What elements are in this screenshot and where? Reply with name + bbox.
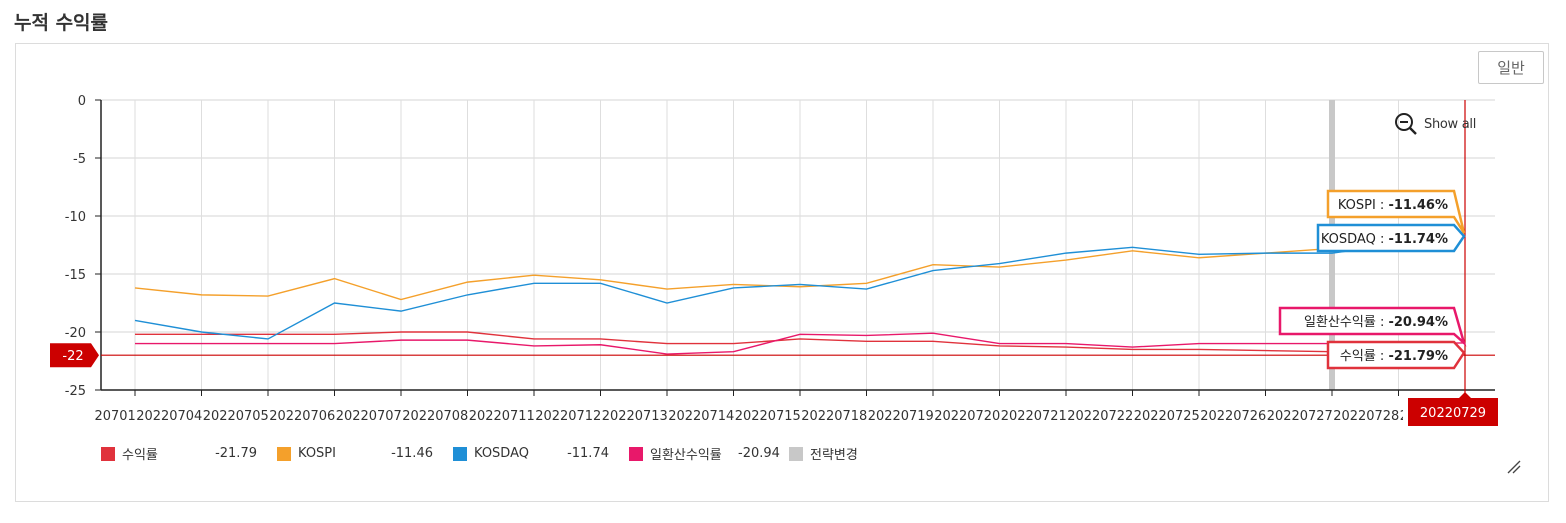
page-title: 누적 수익률 <box>14 12 109 34</box>
x-tick-label: 20220718 <box>801 409 867 424</box>
tooltip-label: 수익률 : <box>1340 349 1389 364</box>
legend-item[interactable]: KOSDAQ -11.74 <box>453 446 609 461</box>
x-tick-label: 20220708 <box>402 409 468 424</box>
cursor-x-label-box <box>1408 392 1498 426</box>
legend-item[interactable]: 일환산수익률 -20.94 <box>629 444 780 463</box>
tooltip-kosdaq: KOSDAQ : -11.74% <box>1316 223 1466 253</box>
x-tick-label: 20220715 <box>735 409 801 424</box>
y-tick-label: -20 <box>65 326 86 341</box>
x-tick-label: 20220727 <box>1267 409 1333 424</box>
legend-swatch <box>453 446 467 461</box>
x-tick-label: 20220707 <box>336 409 402 424</box>
legend-item[interactable]: 수익률 -21.79 <box>101 444 257 463</box>
x-tick-label: 20220712 <box>535 409 601 424</box>
x-tick-label: 20220719 <box>868 409 934 424</box>
tooltip-box <box>1316 223 1466 253</box>
tooltip-value: -11.46% <box>1388 198 1448 213</box>
chart-panel <box>15 43 1549 502</box>
legend-item[interactable]: 전략변경 <box>789 444 890 463</box>
axes <box>95 99 1495 396</box>
legend-name: 전략변경 <box>810 448 858 463</box>
x-tick-label: 20220713 <box>602 409 668 424</box>
cursor-x-label: 20220729 <box>1420 406 1486 421</box>
legend-value: -11.74 <box>567 446 609 461</box>
x-tick-label: 20220726 <box>1200 409 1266 424</box>
y-tick-label: 0 <box>78 94 86 109</box>
y-tick-label: -15 <box>65 268 86 283</box>
tooltip-label: KOSDAQ : <box>1321 232 1389 247</box>
legend-item[interactable]: KOSPI -11.46 <box>277 446 433 461</box>
x-tick-label: 20220706 <box>269 409 335 424</box>
legend-swatch <box>277 446 291 461</box>
legend-value: -20.94 <box>738 446 780 461</box>
tooltip-box <box>1326 340 1466 370</box>
series-line-kosdaq <box>134 235 1466 340</box>
y-tick-label: -25 <box>65 384 86 399</box>
legend-name: KOSPI <box>298 446 336 461</box>
resize-handle-icon[interactable] <box>1506 459 1522 475</box>
cursor-y-label: -22 <box>62 349 83 364</box>
x-tick-label: 20220704 <box>136 409 202 424</box>
tooltips: KOSPI : -11.46% KOSDAQ : -11.74% 일환산수익률 : … <box>1278 189 1467 370</box>
x-tick-label: 20220722 <box>1067 409 1133 424</box>
tooltip-return: 수익률 : -21.79% <box>1326 340 1466 370</box>
legend: 수익률 -21.79 KOSPI -11.46 KOSDAQ -11.74 일환산수익률 -2… <box>101 444 910 463</box>
legend-swatch <box>101 446 115 461</box>
x-tick-label: 20220711 <box>469 409 535 424</box>
legend-name: KOSDAQ <box>474 446 529 461</box>
series-line-return <box>135 331 1466 354</box>
x-tick-labels: 20220701 20220704 20220705 20220706 20220707… <box>70 409 1466 424</box>
show-all-button[interactable]: Show all <box>1394 112 1476 136</box>
series-line-kospi <box>134 232 1466 301</box>
tooltip-text: 일환산수익률 : -20.94% <box>1304 315 1448 330</box>
zoom-out-icon <box>1395 113 1417 135</box>
x-tick-label: 20220729 <box>1400 409 1466 424</box>
x-tick-label: 20220720 <box>934 409 1000 424</box>
tooltip-text: 수익률 : -21.79% <box>1340 349 1448 364</box>
legend-swatch <box>629 446 643 461</box>
show-all-label: Show all <box>1424 116 1476 132</box>
tooltip-kospi: KOSPI : -11.46% <box>1326 189 1466 234</box>
legend-value: -21.79 <box>215 446 257 461</box>
tooltip-fx_return: 일환산수익률 : -20.94% <box>1278 306 1467 347</box>
tooltip-box <box>1326 189 1466 234</box>
legend-name: 수익률 <box>122 448 158 463</box>
x-tick-label: 20220725 <box>1134 409 1200 424</box>
y-tick-label: -10 <box>65 210 86 225</box>
legend-name: 일환산수익률 <box>650 448 722 463</box>
x-tick-label: 20220714 <box>668 409 734 424</box>
x-tick-label: 20220701 <box>70 409 136 424</box>
mode-button[interactable]: 일반 <box>1478 51 1544 84</box>
grid-lines <box>101 99 1495 391</box>
tooltip-box <box>1278 306 1467 347</box>
cursor-y-label-box <box>50 343 99 368</box>
tooltip-value: -11.74% <box>1388 232 1448 247</box>
y-tick-labels: 0 -5 -10 -15 -20 -25 <box>65 94 86 399</box>
series-lines <box>134 232 1466 355</box>
tooltip-label: 일환산수익률 : <box>1304 315 1388 330</box>
legend-value: -11.46 <box>391 446 433 461</box>
x-tick-label: 20220705 <box>203 409 269 424</box>
legend-swatch <box>789 446 803 461</box>
x-tick-label: 20220721 <box>1001 409 1067 424</box>
tooltip-text: KOSDAQ : -11.74% <box>1321 232 1448 247</box>
tooltip-value: -20.94% <box>1388 315 1448 330</box>
y-tick-label: -5 <box>73 152 86 167</box>
series-line-fx_return <box>135 332 1466 355</box>
x-tick-label: 20220728 <box>1333 409 1399 424</box>
cursor: -22 20220729 <box>50 100 1498 426</box>
tooltip-label: KOSPI : <box>1338 198 1389 213</box>
tooltip-text: KOSPI : -11.46% <box>1338 198 1448 213</box>
tooltip-value: -21.79% <box>1388 349 1448 364</box>
